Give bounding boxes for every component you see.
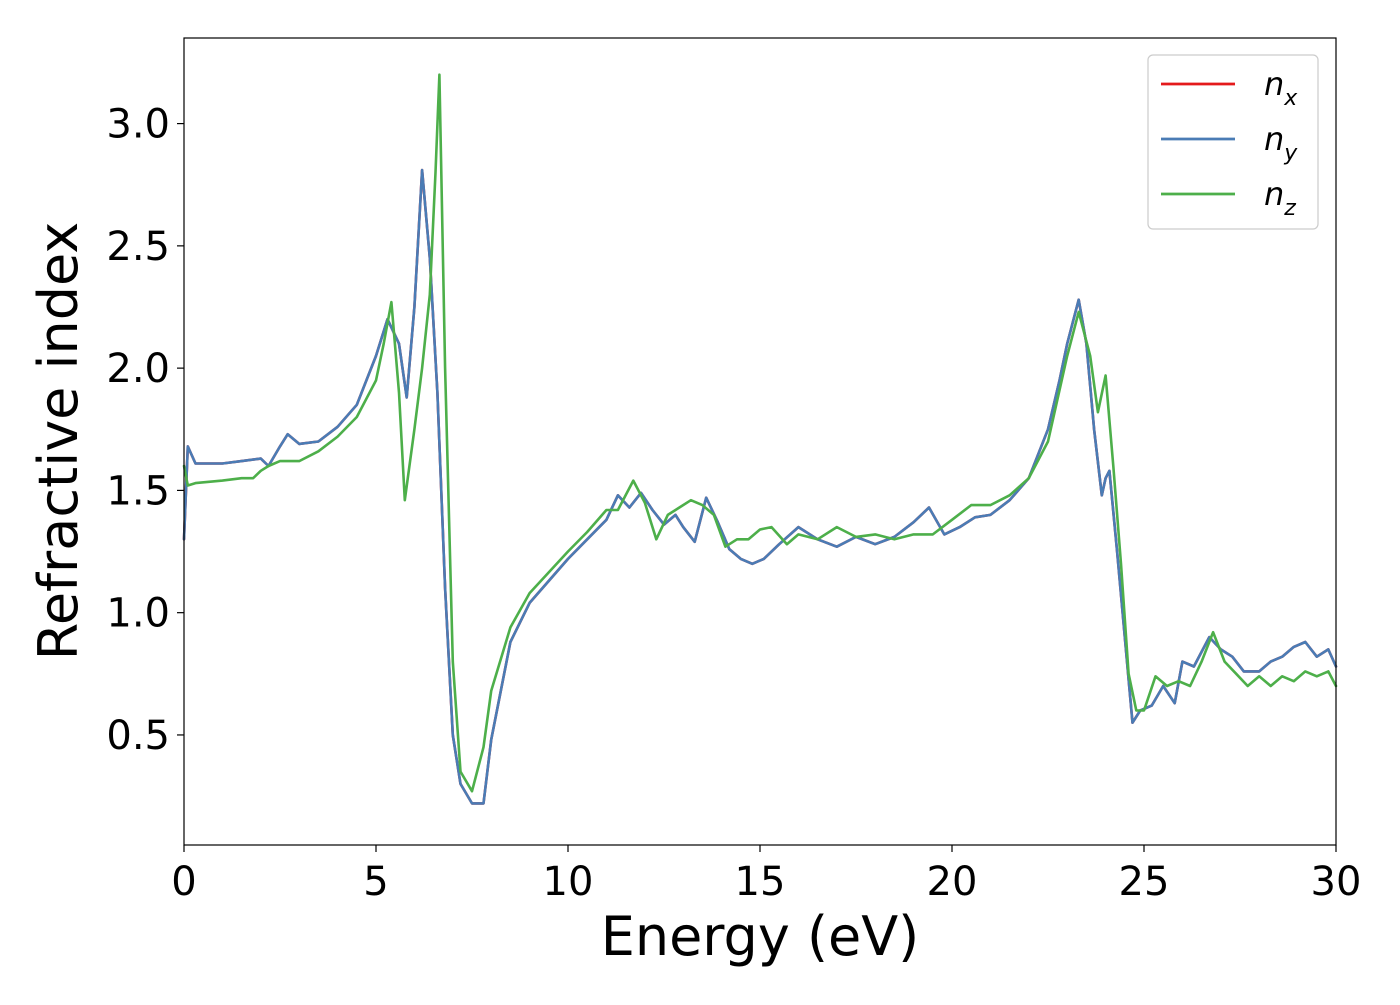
legend-label-n-x: nx bbox=[1264, 65, 1298, 111]
legend: nx ny nz bbox=[1147, 54, 1319, 230]
x-axis: 0 5 10 15 20 25 30 bbox=[171, 845, 1361, 905]
series-layer bbox=[182, 73, 1338, 805]
x-axis-label: Energy (eV) bbox=[601, 905, 920, 968]
x-tick-label: 30 bbox=[1311, 859, 1362, 905]
legend-box bbox=[1147, 54, 1319, 230]
x-tick-label: 20 bbox=[927, 859, 978, 905]
y-axis: 0.5 1.0 1.5 2.0 2.5 3.0 bbox=[106, 102, 184, 759]
y-tick-label: 2.5 bbox=[106, 224, 170, 270]
y-axis-label: Refractive index bbox=[27, 222, 90, 661]
x-tick-label: 5 bbox=[363, 859, 388, 905]
legend-label-n-z: nz bbox=[1264, 175, 1296, 221]
x-tick-label: 15 bbox=[735, 859, 786, 905]
y-tick-label: 0.5 bbox=[106, 713, 170, 759]
x-tick-label: 0 bbox=[171, 859, 196, 905]
legend-label-n-y: ny bbox=[1264, 120, 1298, 166]
y-tick-label: 1.0 bbox=[106, 591, 170, 637]
y-tick-label: 3.0 bbox=[106, 102, 170, 148]
series-line-n-z bbox=[182, 73, 1338, 793]
y-tick-label: 1.5 bbox=[106, 468, 170, 514]
series-line-n-y bbox=[182, 168, 1338, 805]
y-tick-label: 2.0 bbox=[106, 346, 170, 392]
x-tick-label: 10 bbox=[543, 859, 594, 905]
x-tick-label: 25 bbox=[1119, 859, 1170, 905]
